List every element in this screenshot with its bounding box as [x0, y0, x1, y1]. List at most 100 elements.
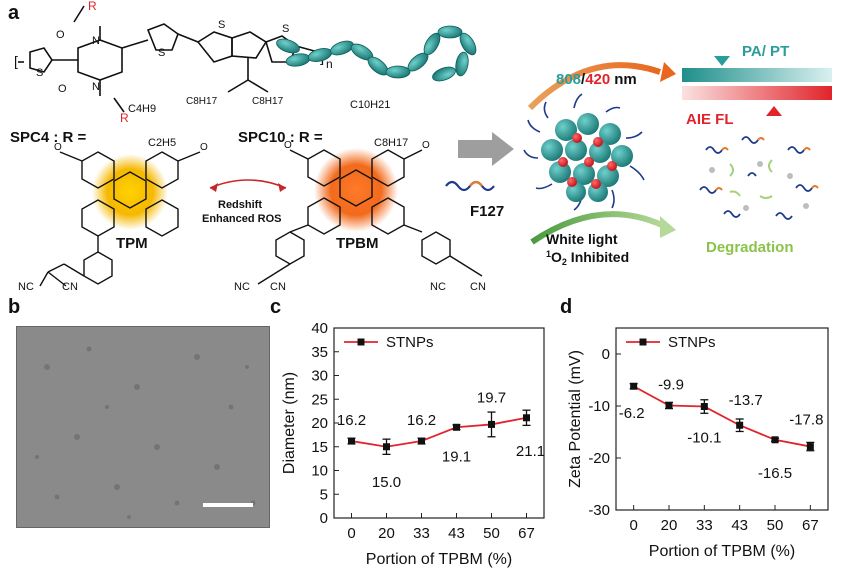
x-tick-label: 50	[767, 517, 784, 534]
c8-right: C8H17	[252, 96, 284, 107]
data-label: 19.1	[442, 448, 471, 465]
y-tick-label: 10	[311, 463, 328, 480]
x-tick-label: 33	[413, 525, 430, 542]
panel-label-d: d	[560, 296, 573, 318]
svg-text:S: S	[218, 19, 225, 31]
spc4-label: SPC4 : R =	[10, 129, 87, 146]
data-label: -10.1	[687, 430, 721, 447]
svg-text:N: N	[92, 35, 100, 47]
x-tick-label: 33	[696, 517, 713, 534]
data-point	[453, 423, 460, 431]
data-label: -9.9	[658, 376, 684, 393]
svg-text:NC: NC	[18, 281, 34, 293]
spc4-sub2: C2H5	[148, 137, 176, 149]
data-label: -13.7	[729, 392, 763, 409]
panel-label-a: a	[8, 2, 20, 24]
y-tick-label: 0	[320, 510, 328, 527]
c8-left: C8H17	[186, 96, 218, 107]
degradation-label: Degradation	[706, 239, 794, 256]
x-tick-label: 0	[629, 517, 637, 534]
series-line	[351, 416, 527, 448]
spc10-sub2: C8H17	[374, 137, 408, 149]
degradation-illustration: Degradation	[699, 136, 819, 256]
x-tick-label: 43	[731, 517, 748, 534]
series-line	[633, 385, 811, 448]
f127-label: F127	[470, 203, 504, 220]
x-tick-label: 20	[378, 525, 395, 542]
spc4-label-group: SPC4 : R = C4H9 C2H5	[10, 103, 176, 149]
pa-pt-label: PA/ PT	[742, 43, 789, 60]
svg-text:NC: NC	[234, 281, 250, 293]
svg-text:CN: CN	[270, 281, 286, 293]
output-bars: PA/ PT AIE FL	[682, 43, 832, 128]
data-label: -16.5	[758, 465, 792, 482]
panel-a-schematic: [ ] n R R N N O O S S S S C8H17 C8H17	[10, 0, 832, 293]
svg-text:O: O	[58, 83, 67, 95]
tpbm-structure: O O TPBM NC CN NC CN	[234, 140, 486, 293]
data-point	[523, 414, 530, 422]
svg-text:S: S	[282, 23, 289, 35]
data-point	[348, 437, 355, 445]
f127-illustration: F127	[445, 180, 504, 220]
data-label: 16.2	[337, 412, 366, 429]
legend-label: STNPs	[668, 334, 716, 351]
y-tick-label: 25	[311, 391, 328, 408]
data-point	[665, 401, 673, 409]
svg-text:O: O	[56, 29, 65, 41]
spc10-label: SPC10 : R =	[238, 129, 323, 146]
enhanced-ros-label: Enhanced ROS	[202, 213, 281, 225]
x-tick-label: 20	[661, 517, 678, 534]
legend-marker	[639, 338, 647, 346]
tpm-structure: O O TPM NC CN	[18, 142, 208, 293]
light-808-420: 808/420 nm	[527, 62, 676, 111]
redshift-label: Redshift	[218, 199, 262, 211]
y-tick-label: -20	[588, 450, 610, 467]
x-tick-label: 67	[802, 517, 819, 534]
svg-text:S: S	[158, 47, 165, 59]
white-light-label: White light	[546, 231, 618, 247]
data-point	[806, 443, 814, 451]
data-label: 21.1	[516, 443, 545, 460]
data-point	[418, 437, 425, 445]
legend-marker	[357, 338, 365, 346]
wavelength-label: 808/420 nm	[556, 71, 637, 88]
data-label: 15.0	[372, 474, 401, 491]
data-point	[700, 403, 708, 411]
spc10-sub1: C10H21	[350, 99, 390, 111]
svg-text:S: S	[36, 67, 43, 79]
y-tick-label: 15	[311, 439, 328, 456]
polymer-structure: [	[14, 5, 319, 113]
svg-text:O: O	[54, 142, 62, 153]
data-label: 16.2	[407, 412, 436, 429]
data-point	[771, 436, 779, 444]
x-tick-label: 0	[347, 525, 355, 542]
redshift-arrow: Redshift Enhanced ROS	[202, 179, 287, 225]
data-label: -17.8	[789, 412, 823, 429]
white-light-arc: White light 1O2 Inhibited	[530, 211, 676, 267]
data-label: 19.7	[477, 389, 506, 406]
tpbm-label: TPBM	[336, 235, 379, 252]
svg-text:O: O	[284, 140, 292, 151]
data-point	[488, 420, 495, 428]
svg-text:CN: CN	[62, 281, 78, 293]
spc4-sub1: C4H9	[128, 103, 156, 115]
chart-diameter: 0 5 10 15 20 25 30 35 40 0 20 33 43 50 67 Portion of TP…	[281, 320, 545, 568]
x-tick-label: 43	[448, 525, 465, 542]
y-tick-label: 40	[311, 320, 328, 337]
svg-text:N: N	[92, 81, 100, 93]
svg-text:O: O	[422, 140, 430, 151]
panel-label-b: b	[8, 296, 21, 318]
tem-image	[16, 326, 270, 528]
svg-text:NC: NC	[430, 281, 446, 293]
x-axis-label: Portion of TPBM (%)	[649, 543, 795, 560]
y-tick-label: -30	[588, 502, 610, 519]
x-tick-label: 50	[483, 525, 500, 542]
svg-text:[: [	[14, 53, 18, 69]
data-label: -6.2	[619, 405, 645, 422]
y-tick-label: 35	[311, 344, 328, 361]
o2-inhibited-label: 1O2 Inhibited	[546, 249, 629, 267]
plot-frame	[615, 327, 829, 511]
data-point	[736, 421, 744, 429]
aie-fl-label: AIE FL	[686, 111, 734, 128]
x-tick-label: 67	[518, 525, 535, 542]
